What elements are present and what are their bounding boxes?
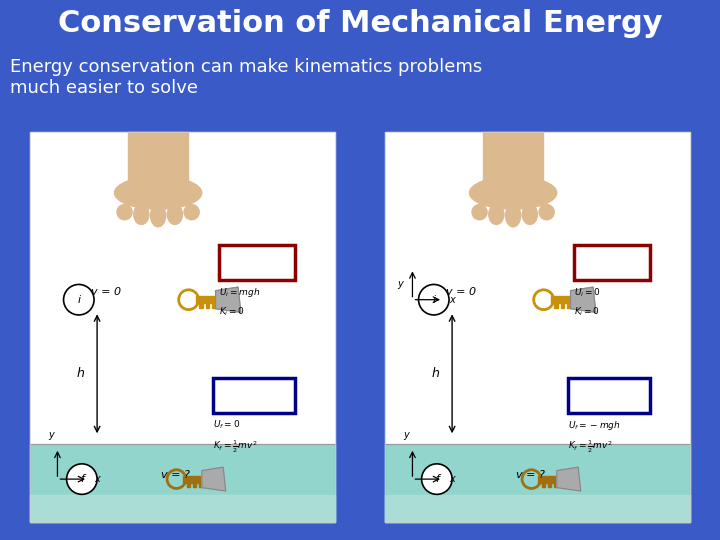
Ellipse shape [472,205,487,220]
Bar [561,303,564,308]
Bar [128,132,189,191]
Bar [554,303,558,308]
Bar [547,483,551,487]
Text: $U_i = mgh$: $U_i = mgh$ [219,286,261,299]
Polygon shape [215,287,240,312]
Ellipse shape [522,205,537,225]
Bar [192,483,196,487]
Bar [30,444,335,522]
Bar [574,245,650,280]
Ellipse shape [539,205,554,220]
Text: $U_f = 0$: $U_f = 0$ [213,418,240,431]
Bar [385,495,690,522]
Bar [541,483,545,487]
Text: Conservation of Mechanical Energy: Conservation of Mechanical Energy [58,10,662,38]
Text: x: x [449,295,455,305]
Text: h: h [432,367,440,380]
Circle shape [66,464,97,494]
Text: v = ?: v = ? [516,470,545,480]
Polygon shape [202,467,225,491]
Ellipse shape [489,205,504,225]
Text: Energy conservation can make kinematics problems
much easier to solve: Energy conservation can make kinematics … [10,58,482,97]
Polygon shape [557,467,581,491]
Text: y: y [48,430,54,440]
Text: f: f [80,474,84,484]
Bar [568,377,650,413]
Ellipse shape [167,205,182,225]
Bar [0,0,720,50]
Circle shape [63,285,94,315]
Bar [30,132,335,522]
Text: $K_f = \frac{1}{2}mv^2$: $K_f = \frac{1}{2}mv^2$ [213,438,258,455]
Bar [385,132,690,522]
Bar [385,132,690,522]
Text: $K_i = 0$: $K_i = 0$ [574,306,600,318]
Text: $K_i = 0$: $K_i = 0$ [219,306,246,318]
Bar [199,303,203,308]
Ellipse shape [150,205,166,227]
Text: $U_i = 0$: $U_i = 0$ [574,286,601,299]
Bar [30,495,335,522]
Text: v = 0: v = 0 [91,287,122,297]
Ellipse shape [134,205,149,225]
Text: x: x [94,474,100,484]
Ellipse shape [184,205,199,220]
Text: y: y [403,430,409,440]
Bar [186,483,190,487]
Bar [212,303,215,308]
Circle shape [418,285,449,315]
Circle shape [422,464,452,494]
Text: v = 0: v = 0 [446,287,477,297]
Text: y: y [397,279,403,289]
Bar [538,476,562,483]
Text: h: h [77,367,85,380]
Bar [199,483,202,487]
Ellipse shape [469,177,557,209]
Text: $U_f = -mgh$: $U_f = -mgh$ [568,418,621,431]
Text: i: i [77,295,81,305]
Bar [196,296,221,303]
Bar [483,132,544,191]
Ellipse shape [117,205,132,220]
Text: v = ?: v = ? [161,470,190,480]
Bar [30,132,335,522]
Text: f: f [435,474,438,484]
Bar [554,483,557,487]
Bar [385,444,690,522]
Bar [206,303,210,308]
Text: i: i [432,295,436,305]
Ellipse shape [114,177,202,209]
Polygon shape [571,287,596,312]
Bar [183,476,207,483]
Bar [567,303,571,308]
Bar [551,296,576,303]
Ellipse shape [505,205,521,227]
Text: $K_f = \frac{1}{2}mv^2$: $K_f = \frac{1}{2}mv^2$ [568,438,613,455]
Text: x: x [449,474,455,484]
Bar [219,245,295,280]
Bar [213,377,295,413]
